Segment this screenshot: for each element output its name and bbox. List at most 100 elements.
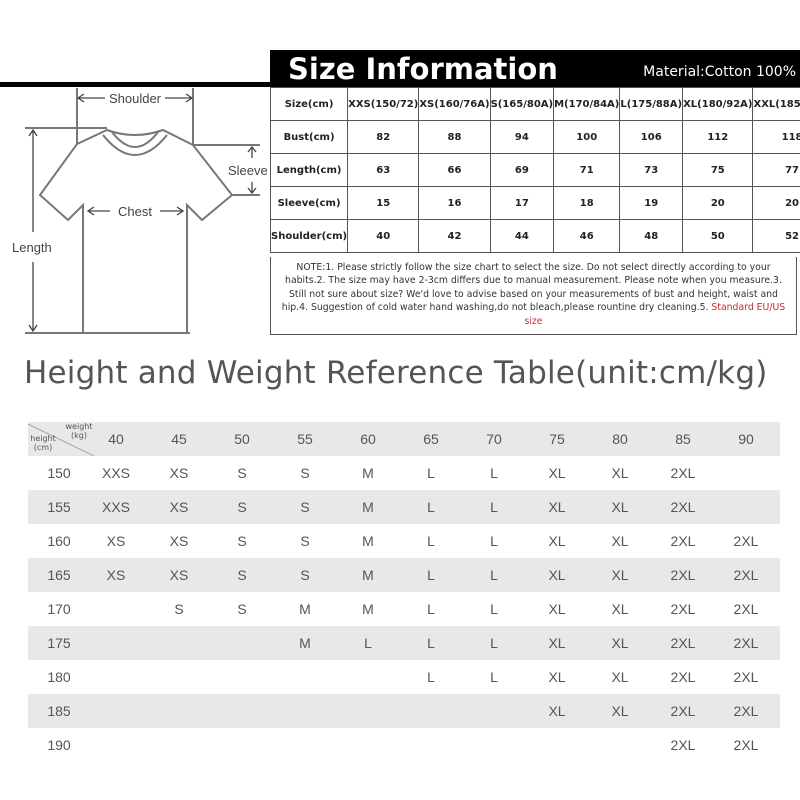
size-cell: L xyxy=(490,533,498,549)
size-cell: XL xyxy=(548,601,566,617)
size-cell: L xyxy=(490,635,498,651)
size-info-header: Size Information Material:Cotton 100% xyxy=(270,50,800,87)
size-cell xyxy=(716,456,776,490)
height-axis-label: height (cm) xyxy=(30,434,56,452)
size-cell xyxy=(401,728,461,762)
size-cell xyxy=(338,694,398,728)
size-cell xyxy=(464,728,524,762)
size-cell: XL xyxy=(611,601,629,617)
size-cell: XS xyxy=(106,533,126,549)
size-cell: XL xyxy=(548,635,566,651)
height-label: 165 xyxy=(47,567,71,583)
size-cell: XL xyxy=(611,567,629,583)
table-cell: 112 xyxy=(682,120,754,154)
size-cell: 2XL xyxy=(733,601,759,617)
size-cell: XL xyxy=(611,499,629,515)
size-cell xyxy=(149,728,209,762)
height-label: 190 xyxy=(47,737,71,753)
size-cell: 2XL xyxy=(670,601,696,617)
row-label: Bust(cm) xyxy=(269,120,349,154)
size-cell: M xyxy=(362,567,374,583)
row-label: Sleeve(cm) xyxy=(269,186,349,220)
size-cell: L xyxy=(490,567,498,583)
size-cell: XS xyxy=(169,499,189,515)
size-note: NOTE:1. Please strictly follow the size … xyxy=(270,257,797,335)
size-cell xyxy=(86,694,146,728)
table-cell: 63 xyxy=(347,153,420,187)
table-cell: 20 xyxy=(752,186,800,220)
size-cell: M xyxy=(362,601,374,617)
table-cell: 69 xyxy=(489,153,555,187)
size-cell: M xyxy=(362,499,374,515)
table-cell: 46 xyxy=(553,219,621,253)
size-cell: S xyxy=(237,567,247,583)
hw-table-title: Height and Weight Reference Table(unit:c… xyxy=(24,355,768,391)
size-cell: L xyxy=(364,635,372,651)
table-cell: 73 xyxy=(619,153,684,187)
size-cell: XS xyxy=(106,567,126,583)
column-header: XXL(185/96A) xyxy=(752,87,800,121)
table-row: 155 XXS XS S S M L L XL XL 2XL xyxy=(28,490,780,524)
corner-cell: weight (kg) height (cm) xyxy=(28,422,96,456)
tshirt-diagram: Shoulder Chest Length Sleeve xyxy=(12,88,268,334)
size-cell: XS xyxy=(169,567,189,583)
size-cell xyxy=(401,694,461,728)
table-cell: 42 xyxy=(418,219,491,253)
size-cell: L xyxy=(490,669,498,685)
table-row: 170 S S M M L L XL XL 2XL 2XL xyxy=(28,592,780,626)
size-cell: XL xyxy=(548,499,566,515)
size-cell xyxy=(275,728,335,762)
size-cell: 2XL xyxy=(733,533,759,549)
size-cell: M xyxy=(362,465,374,481)
weight-axis-label: weight (kg) xyxy=(65,422,93,440)
size-cell: S xyxy=(300,465,310,481)
size-cell xyxy=(716,490,776,524)
size-cell: XL xyxy=(548,703,566,719)
length-label: Length xyxy=(12,240,52,255)
size-table: Size(cm) XXS(150/72) XS(160/76A) S(165/80A)… xyxy=(269,87,800,253)
column-header: L(175/88A) xyxy=(619,87,684,121)
size-table-header: Size(cm) XXS(150/72) XS(160/76A) S(165/80A)… xyxy=(269,87,800,121)
size-cell: XL xyxy=(548,669,566,685)
size-cell: S xyxy=(300,533,310,549)
height-label: 170 xyxy=(47,601,71,617)
table-row: Length(cm) 63 66 69 71 73 75 77 xyxy=(269,153,800,187)
size-cell: S xyxy=(174,601,184,617)
size-cell: 2XL xyxy=(670,635,696,651)
size-cell xyxy=(86,660,146,694)
size-cell: 2XL xyxy=(670,737,696,753)
size-cell: XL xyxy=(548,533,566,549)
table-cell: 94 xyxy=(489,120,555,154)
size-cell: L xyxy=(427,567,435,583)
size-cell: XL xyxy=(548,465,566,481)
table-cell: 82 xyxy=(347,120,420,154)
size-cell: XL xyxy=(611,669,629,685)
row-label: Length(cm) xyxy=(269,153,349,187)
size-cell xyxy=(212,660,272,694)
size-cell xyxy=(86,728,146,762)
size-cell: L xyxy=(427,533,435,549)
column-header: Size(cm) xyxy=(269,87,349,121)
weight-header: 40 xyxy=(108,431,124,447)
size-cell: XL xyxy=(611,465,629,481)
table-cell: 18 xyxy=(553,186,621,220)
height-label: 180 xyxy=(47,669,71,685)
column-header: XXS(150/72) xyxy=(347,87,420,121)
shoulder-label: Shoulder xyxy=(109,91,162,106)
size-cell: XXS xyxy=(101,465,130,481)
weight-header: 85 xyxy=(675,431,691,447)
weight-header: 50 xyxy=(234,431,250,447)
table-cell: 52 xyxy=(752,219,800,253)
size-cell xyxy=(149,626,209,660)
size-cell: M xyxy=(299,601,311,617)
size-cell: S xyxy=(237,533,247,549)
diagonal-divider xyxy=(28,423,95,456)
sleeve-label: Sleeve xyxy=(228,163,268,178)
size-cell xyxy=(464,694,524,728)
size-cell: XL xyxy=(611,703,629,719)
size-cell: 2XL xyxy=(733,703,759,719)
weight-header: 45 xyxy=(171,431,187,447)
size-cell xyxy=(86,626,146,660)
height-label: 150 xyxy=(47,465,71,481)
height-label: 155 xyxy=(47,499,71,515)
